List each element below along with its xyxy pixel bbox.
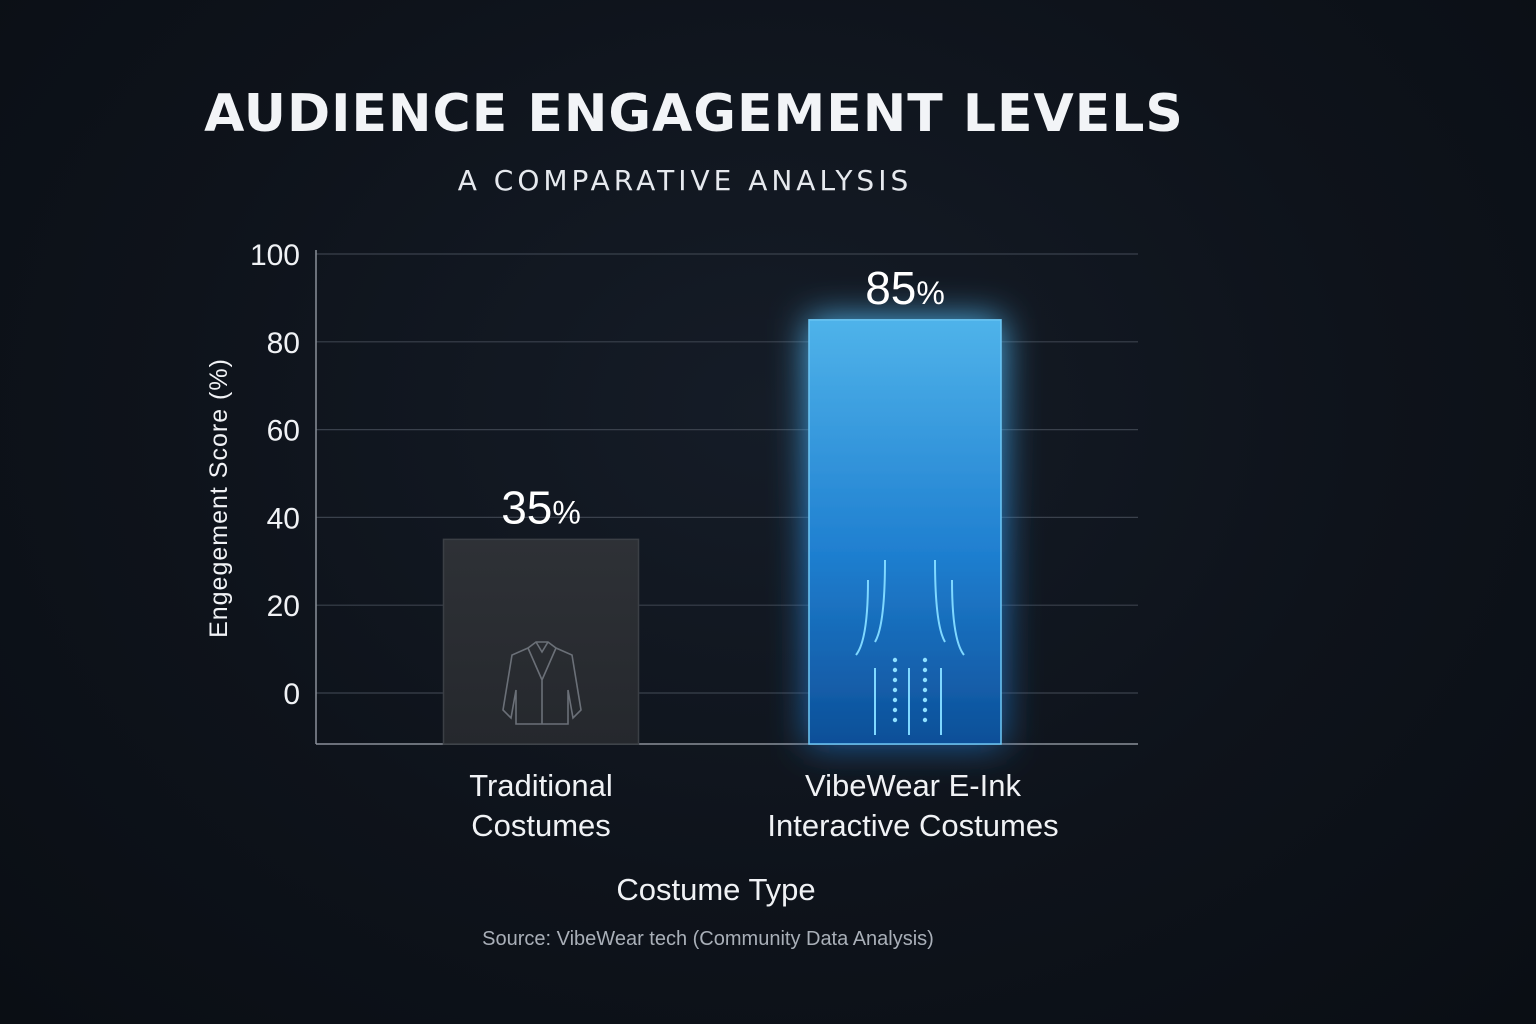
chart-title: AUDIENCE ENGAGEMENT LEVELS <box>204 84 1184 144</box>
y-tick-label-40: 40 <box>267 502 300 535</box>
axes <box>315 250 1138 745</box>
category-label-0-1: Costumes <box>471 808 611 843</box>
y-tick-label-20: 20 <box>267 590 300 623</box>
bar-decorations <box>502 559 965 735</box>
value-label-0: 35% <box>501 481 581 533</box>
gridlines <box>316 253 1138 694</box>
x-axis-title: Costume Type <box>616 872 815 907</box>
y-tick-label-0: 0 <box>283 678 300 711</box>
category-label-1-1: Interactive Costumes <box>767 808 1058 843</box>
value-label-1: 85% <box>865 262 945 314</box>
y-tick-label-80: 80 <box>267 327 300 360</box>
jacket-icon <box>502 641 582 725</box>
source-note: Source: VibeWear tech (Community Data An… <box>482 928 934 950</box>
y-tick-label-60: 60 <box>267 415 300 448</box>
circuit-pattern-icon <box>855 559 965 735</box>
led-dots-icon <box>892 657 928 723</box>
category-label-0-0: Traditional <box>469 768 613 803</box>
bar-vibewear <box>808 319 1002 745</box>
labels: 0 20 40 60 80 100 35% Traditional Costumes 85% Vib… <box>205 239 1059 907</box>
y-axis-title: Engegement Score (%) <box>205 358 233 638</box>
chart-subtitle: A COMPARATIVE ANALYSIS <box>457 164 913 197</box>
category-label-1-0: VibeWear E-Ink <box>805 768 1021 803</box>
y-tick-label-100: 100 <box>250 239 300 272</box>
